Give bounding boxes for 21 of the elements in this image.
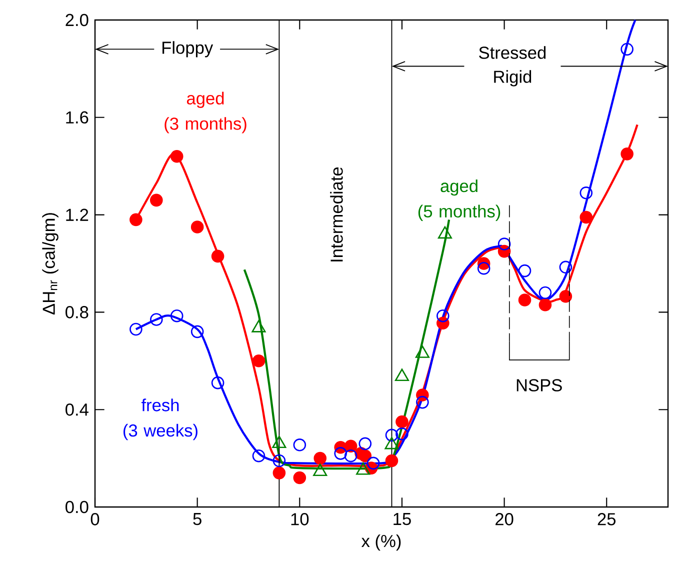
x-tick-label: 5 [193, 513, 202, 526]
annotation: NSPS [516, 379, 562, 392]
y-tick-label: 0.4 [66, 403, 88, 416]
y-tick-label: 1.2 [66, 208, 88, 221]
y-tick-label: 2.0 [66, 14, 88, 26]
annotation: Stressed Rigid [479, 46, 546, 86]
annotation: Intermediate [330, 167, 343, 262]
x-tick-label: 20 [496, 513, 514, 526]
x-tick-label: 10 [291, 513, 309, 526]
x-tick-label: 25 [598, 513, 616, 526]
y-tick-label: 0.0 [66, 500, 88, 514]
y-axis-title: ΔH$_{nr}$ (cal/gm) [42, 213, 58, 314]
x-tick-label: 0 [90, 513, 100, 526]
series-label: aged (5 months) [418, 179, 500, 221]
y-tick-label: 1.6 [66, 111, 88, 124]
series-label: fresh (3 weeks) [124, 398, 198, 440]
annotation: Floppy [162, 41, 214, 58]
y-tick-label: 0.8 [66, 306, 88, 318]
series-label: aged (3 months) [164, 92, 246, 134]
x-tick-label: 15 [394, 513, 411, 526]
x-axis-title: x (%) [361, 534, 401, 551]
